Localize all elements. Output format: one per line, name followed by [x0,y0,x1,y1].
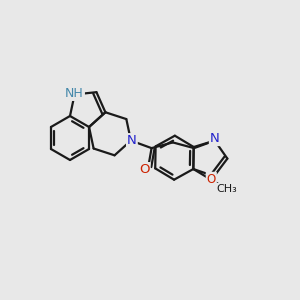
Text: O: O [207,173,216,186]
Text: N: N [127,134,137,147]
Text: N: N [210,132,220,145]
Text: O: O [139,163,150,176]
Text: NH: NH [65,87,84,100]
Text: CH₃: CH₃ [216,184,237,194]
